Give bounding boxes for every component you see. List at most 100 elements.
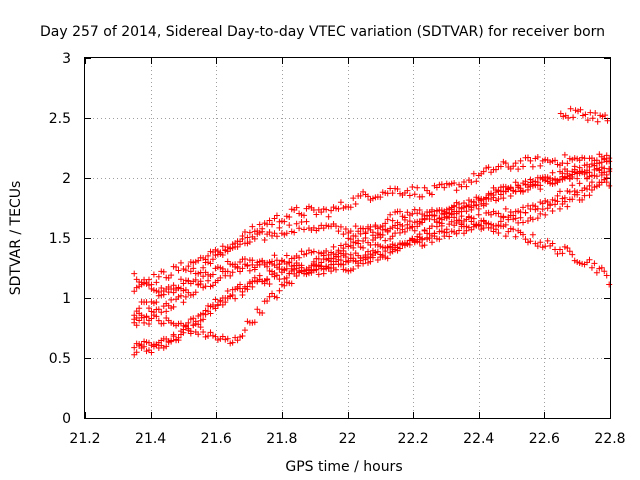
data-point bbox=[352, 233, 359, 240]
data-point bbox=[241, 327, 248, 334]
data-point bbox=[192, 289, 199, 296]
y-tick-labels: 0 0.5 1 1.5 2 2.5 3 bbox=[49, 51, 71, 427]
data-point bbox=[534, 153, 541, 160]
data-point bbox=[293, 204, 300, 211]
data-point bbox=[468, 206, 475, 213]
data-point bbox=[362, 253, 369, 260]
data-point bbox=[185, 327, 192, 334]
data-point bbox=[524, 217, 531, 224]
data-point bbox=[497, 163, 504, 170]
data-point bbox=[150, 271, 157, 278]
data-point bbox=[340, 231, 347, 238]
data-point bbox=[335, 228, 342, 235]
data-point bbox=[566, 248, 573, 255]
data-point bbox=[414, 210, 421, 217]
data-point bbox=[313, 267, 320, 274]
data-point bbox=[143, 314, 150, 321]
data-point bbox=[534, 243, 541, 250]
y-tick-label: 1.5 bbox=[49, 231, 71, 247]
data-point bbox=[502, 160, 509, 167]
data-point bbox=[401, 214, 408, 221]
data-point bbox=[202, 311, 209, 318]
data-point bbox=[569, 251, 576, 258]
data-point bbox=[606, 281, 613, 288]
data-point bbox=[574, 189, 581, 196]
data-point bbox=[428, 191, 435, 198]
data-point bbox=[428, 239, 435, 246]
data-point bbox=[330, 243, 337, 250]
data-point bbox=[465, 202, 472, 209]
data-point bbox=[512, 233, 519, 240]
data-point bbox=[552, 197, 559, 204]
data-point bbox=[416, 206, 423, 213]
data-point bbox=[517, 185, 524, 192]
data-point bbox=[330, 261, 337, 268]
data-point bbox=[529, 216, 536, 223]
data-point bbox=[187, 330, 194, 337]
data-point bbox=[500, 213, 507, 220]
data-point bbox=[544, 205, 551, 212]
data-point bbox=[175, 267, 182, 274]
data-point bbox=[335, 205, 342, 212]
x-tick-label: 21.6 bbox=[201, 431, 232, 447]
data-point bbox=[505, 186, 512, 193]
data-point bbox=[219, 295, 226, 302]
data-point bbox=[182, 323, 189, 330]
data-point bbox=[433, 223, 440, 230]
data-point bbox=[333, 266, 340, 273]
data-point bbox=[337, 223, 344, 230]
data-point bbox=[315, 225, 322, 232]
data-point bbox=[586, 192, 593, 199]
data-point bbox=[273, 212, 280, 219]
data-point bbox=[446, 233, 453, 240]
data-point bbox=[246, 280, 253, 287]
data-point bbox=[582, 111, 589, 118]
data-point bbox=[244, 234, 251, 241]
data-point bbox=[239, 233, 246, 240]
data-point bbox=[320, 252, 327, 259]
data-point bbox=[588, 264, 595, 271]
data-point bbox=[264, 263, 271, 270]
data-point bbox=[298, 248, 305, 255]
data-point bbox=[557, 110, 564, 117]
data-point bbox=[411, 227, 418, 234]
data-point bbox=[460, 179, 467, 186]
data-point bbox=[397, 221, 403, 228]
data-point bbox=[524, 154, 531, 161]
data-point bbox=[594, 118, 601, 125]
data-point bbox=[131, 288, 138, 295]
data-point bbox=[495, 195, 502, 202]
y-tick-label: 2 bbox=[62, 171, 71, 187]
data-point bbox=[298, 264, 305, 271]
data-point bbox=[246, 239, 253, 246]
data-point bbox=[276, 287, 283, 294]
data-point bbox=[419, 193, 426, 200]
data-point bbox=[200, 264, 207, 271]
data-point bbox=[604, 117, 611, 124]
data-point bbox=[586, 256, 593, 263]
data-point bbox=[492, 226, 499, 233]
data-point bbox=[153, 299, 160, 306]
data-point bbox=[561, 194, 568, 201]
data-point bbox=[598, 264, 605, 271]
data-point bbox=[404, 225, 411, 232]
data-point bbox=[310, 248, 317, 255]
data-point bbox=[520, 219, 527, 226]
data-point bbox=[175, 334, 182, 341]
data-point bbox=[323, 265, 330, 272]
data-point bbox=[205, 277, 212, 284]
data-point bbox=[286, 214, 293, 221]
data-point bbox=[182, 293, 189, 300]
data-point bbox=[200, 329, 207, 336]
data-point bbox=[549, 169, 556, 176]
data-point bbox=[355, 237, 362, 244]
data-point bbox=[273, 264, 280, 271]
data-point bbox=[350, 244, 357, 251]
data-point bbox=[569, 196, 576, 203]
data-point bbox=[606, 168, 613, 175]
data-point bbox=[333, 223, 340, 230]
data-point bbox=[190, 322, 197, 329]
data-point bbox=[495, 210, 502, 217]
data-point bbox=[185, 277, 192, 284]
